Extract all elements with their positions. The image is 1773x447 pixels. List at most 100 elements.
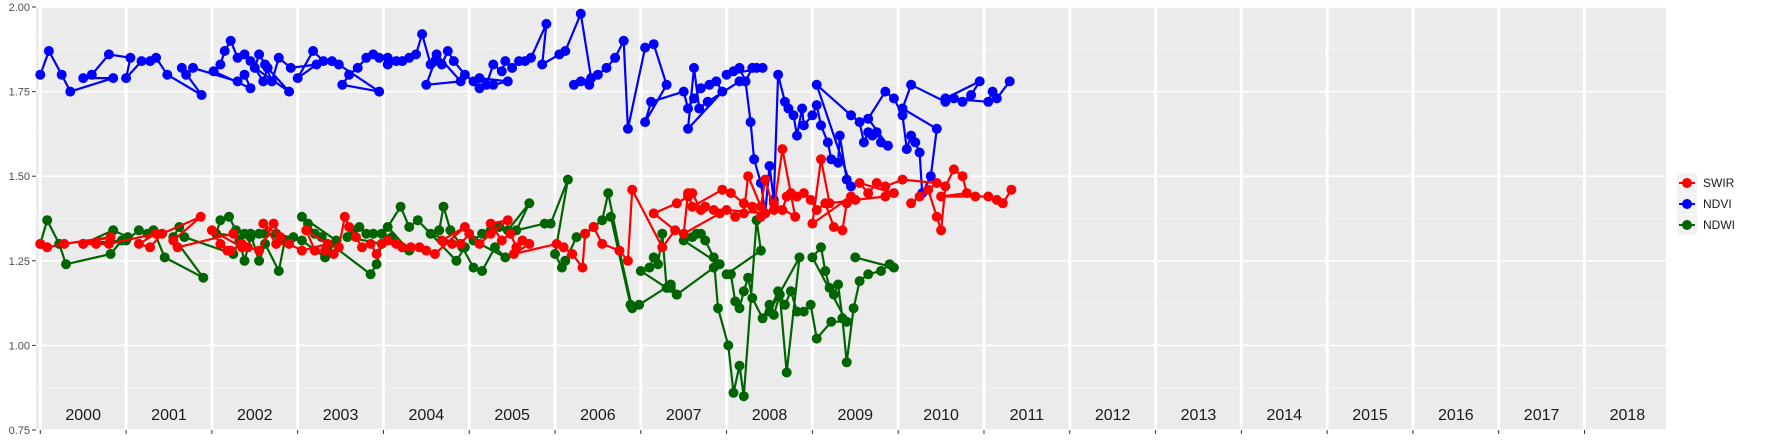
data-point bbox=[592, 69, 603, 80]
y-tick-label: 1.50 bbox=[9, 171, 30, 183]
data-point bbox=[490, 242, 500, 253]
data-point bbox=[273, 52, 284, 63]
data-point bbox=[577, 262, 588, 273]
data-point bbox=[644, 262, 655, 273]
data-point bbox=[451, 255, 462, 266]
data-point bbox=[245, 228, 256, 239]
data-point bbox=[159, 252, 170, 263]
data-point bbox=[225, 35, 236, 46]
data-point bbox=[603, 188, 614, 199]
data-point bbox=[208, 66, 219, 77]
data-point bbox=[502, 215, 513, 226]
data-point bbox=[700, 235, 711, 246]
data-point bbox=[436, 235, 447, 246]
data-point bbox=[997, 198, 1008, 209]
data-point bbox=[172, 242, 183, 253]
data-point bbox=[738, 198, 749, 209]
data-point bbox=[923, 184, 934, 195]
data-point bbox=[35, 69, 46, 80]
data-point bbox=[687, 201, 698, 212]
data-point bbox=[320, 245, 331, 256]
data-point bbox=[448, 56, 459, 67]
data-point bbox=[468, 262, 479, 273]
year-label: 2017 bbox=[1524, 407, 1560, 424]
data-point bbox=[371, 249, 382, 259]
data-point bbox=[816, 154, 826, 165]
data-point bbox=[700, 201, 711, 212]
data-point bbox=[850, 194, 861, 205]
data-point bbox=[670, 225, 681, 236]
data-point bbox=[268, 218, 279, 229]
data-point bbox=[811, 79, 822, 90]
data-point bbox=[285, 62, 296, 73]
data-point bbox=[474, 238, 485, 249]
data-point bbox=[333, 59, 344, 70]
data-point bbox=[524, 198, 535, 209]
data-point bbox=[914, 147, 925, 158]
data-point bbox=[575, 76, 586, 87]
data-point bbox=[961, 188, 972, 199]
data-point bbox=[151, 52, 162, 63]
data-point bbox=[188, 62, 198, 73]
y-tick-label: 0.75 bbox=[9, 425, 30, 437]
year-label: 2005 bbox=[494, 407, 530, 424]
data-point bbox=[374, 86, 385, 97]
data-point bbox=[717, 86, 728, 97]
data-point bbox=[500, 252, 511, 263]
data-point bbox=[657, 242, 668, 253]
data-point bbox=[665, 282, 676, 293]
legend-label: NDVI bbox=[1703, 197, 1732, 211]
data-point bbox=[481, 79, 492, 90]
data-point bbox=[296, 245, 307, 256]
data-point bbox=[537, 59, 548, 70]
data-point bbox=[224, 211, 234, 222]
data-point bbox=[734, 360, 745, 371]
data-point bbox=[807, 252, 818, 263]
data-point bbox=[991, 93, 1002, 104]
data-point bbox=[683, 188, 693, 199]
data-point bbox=[588, 222, 599, 232]
data-point bbox=[382, 59, 393, 70]
data-point bbox=[195, 211, 206, 222]
data-point bbox=[309, 245, 320, 256]
data-point bbox=[714, 259, 725, 270]
year-label: 2008 bbox=[752, 407, 788, 424]
data-point bbox=[738, 286, 749, 297]
data-point bbox=[622, 123, 633, 134]
data-point bbox=[807, 110, 818, 121]
data-point bbox=[745, 117, 756, 128]
data-point bbox=[260, 59, 271, 70]
data-point bbox=[296, 211, 307, 222]
data-point bbox=[455, 238, 466, 249]
data-point bbox=[584, 79, 595, 90]
data-point bbox=[730, 211, 741, 222]
data-point bbox=[103, 49, 114, 60]
data-point bbox=[773, 286, 784, 297]
data-point bbox=[361, 228, 372, 239]
legend-marker bbox=[1682, 178, 1692, 188]
data-point bbox=[622, 255, 633, 266]
data-point bbox=[863, 188, 874, 199]
data-point bbox=[882, 140, 893, 151]
data-point bbox=[477, 266, 488, 276]
data-point bbox=[755, 201, 766, 212]
data-point bbox=[429, 249, 440, 259]
data-point bbox=[824, 198, 835, 209]
data-point bbox=[931, 178, 942, 188]
year-label: 2012 bbox=[1095, 407, 1131, 424]
year-label: 2011 bbox=[1010, 407, 1045, 424]
data-point bbox=[105, 249, 116, 259]
data-point bbox=[901, 144, 912, 155]
data-point bbox=[648, 208, 659, 219]
data-point bbox=[447, 238, 458, 249]
data-point bbox=[442, 46, 453, 56]
data-point bbox=[713, 303, 723, 314]
data-point bbox=[474, 73, 485, 84]
data-point bbox=[91, 238, 102, 249]
data-point bbox=[550, 249, 560, 259]
data-point bbox=[215, 215, 226, 226]
data-point bbox=[438, 201, 449, 212]
data-point bbox=[743, 171, 754, 182]
